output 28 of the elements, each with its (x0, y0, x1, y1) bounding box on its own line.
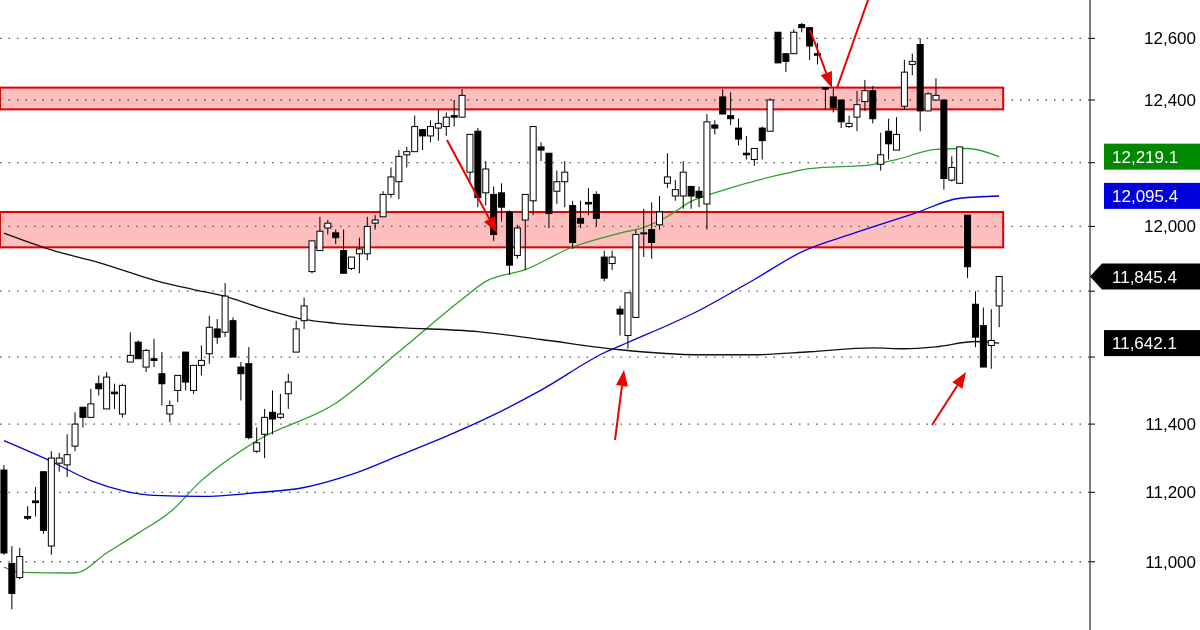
candlestick (292, 320, 300, 353)
candlestick (727, 91, 735, 126)
text: 12,095.4 (1112, 187, 1179, 206)
y-tick-label: 12,600 (1144, 29, 1196, 49)
candlestick (253, 426, 261, 454)
y-tick-label: 11,000 (1145, 552, 1196, 572)
candlestick (845, 115, 853, 129)
candlestick (71, 411, 79, 452)
y-tick-label: 11,200 (1145, 483, 1196, 503)
candlestick (166, 400, 174, 423)
candlestick (821, 87, 829, 110)
candlestick (656, 195, 664, 231)
y-tick-label: 12,400 (1144, 90, 1196, 110)
line-series (3, 232, 1000, 356)
line-series (3, 195, 1000, 498)
candlestick (877, 132, 885, 172)
candlestick (735, 118, 743, 146)
y-tick-label: 12,000 (1144, 217, 1196, 237)
candlestick (158, 351, 166, 407)
candlestick (719, 88, 727, 115)
text: 11,845.4 (1112, 267, 1177, 287)
candlestick (284, 373, 292, 410)
text: 12,219.1 (1112, 147, 1179, 167)
candlestick (663, 152, 671, 189)
candlestick (300, 297, 308, 330)
text: 11,642.1 (1112, 334, 1177, 354)
candlestick (853, 90, 861, 132)
y-tick-label: 11,400 (1145, 415, 1196, 435)
